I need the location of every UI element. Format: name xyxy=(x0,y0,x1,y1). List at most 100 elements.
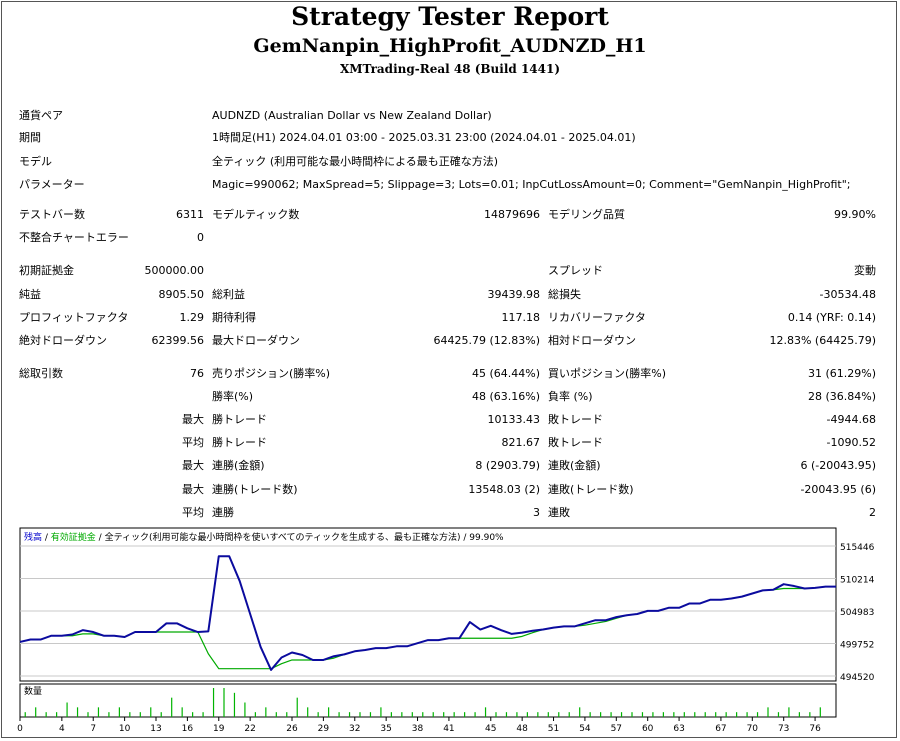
spread-label: スプレッド xyxy=(548,264,603,277)
consecutive-wins-amount-label: 連勝(金額) xyxy=(212,459,265,472)
profit-factor-label: プロフィットファクタ xyxy=(19,311,129,324)
symbol-label: 通貨ペア xyxy=(19,109,63,122)
x-tick-label: 19 xyxy=(213,724,225,734)
quality-label: モデリング品質 xyxy=(548,208,625,221)
long-positions-label: 買いポジション(勝率%) xyxy=(548,367,667,380)
x-tick-label: 0 xyxy=(17,724,23,734)
x-tick-label: 35 xyxy=(380,724,391,734)
x-tick-label: 32 xyxy=(349,724,360,734)
x-tick-label: 4 xyxy=(59,724,65,734)
average-consecutive-prefix: 平均 xyxy=(182,506,204,519)
x-tick-label: 10 xyxy=(119,724,131,734)
x-tick-label: 73 xyxy=(778,724,789,734)
x-tick-label: 60 xyxy=(642,724,654,734)
consecutive-wins-count-label: 連勝(トレード数) xyxy=(212,483,298,496)
svg-text:残高 / 有効証拠金 / 全ティック(利用可能な最小時間枠を: 残高 / 有効証拠金 / 全ティック(利用可能な最小時間枠を使いすべてのティック… xyxy=(24,531,504,543)
server-build: XMTrading-Real 48 (Build 1441) xyxy=(339,62,561,76)
bars-label: テストバー数 xyxy=(19,208,85,221)
gross-profit-label: 総利益 xyxy=(212,288,245,301)
total-trades-value: 76 xyxy=(190,367,204,380)
series-lines xyxy=(19,555,836,671)
y-tick-label: 504983 xyxy=(840,608,874,618)
x-tick-label: 26 xyxy=(286,724,298,734)
expected-payoff-label: 期待利得 xyxy=(212,311,256,324)
largest-win-value: 10133.43 xyxy=(487,413,541,426)
relative-drawdown-value: 12.83% (64425.79) xyxy=(769,334,876,347)
y-tick-label: 510214 xyxy=(840,576,875,586)
largest-win-label: 勝トレード xyxy=(212,413,267,426)
legend-sep-3: / xyxy=(461,533,470,543)
largest-loss-label: 敗トレード xyxy=(548,413,603,426)
x-tick-label: 13 xyxy=(150,724,161,734)
deposit-label: 初期証拠金 xyxy=(19,264,74,277)
grid-lines xyxy=(20,545,836,677)
short-positions-value: 45 (64.44%) xyxy=(471,367,540,380)
average-win-label: 勝トレード xyxy=(212,436,267,449)
consecutive-wins-count-value: 13548.03 (2) xyxy=(468,483,540,496)
average-win-value: 821.67 xyxy=(501,436,541,449)
average-loss-label: 敗トレード xyxy=(548,436,603,449)
balance-line xyxy=(19,555,836,671)
profit-trades-value: 48 (63.16%) xyxy=(471,390,540,403)
period-label: 期間 xyxy=(19,131,41,144)
ticks-label: モデルティック数 xyxy=(212,208,300,221)
largest-loss-value: -4944.68 xyxy=(826,413,876,426)
parameters-label: パラメーター xyxy=(19,178,85,191)
volume-label: 数量 xyxy=(24,685,42,697)
max-consecutive-prefix: 最大 xyxy=(182,459,204,472)
relative-drawdown-label: 相対ドローダウン xyxy=(548,334,636,347)
ticks-value: 14879696 xyxy=(484,208,540,221)
legend-model: 全ティック(利用可能な最小時間枠を使いすべてのティックを生成する、最も正確な方法… xyxy=(105,531,461,543)
absolute-drawdown-value: 62399.56 xyxy=(151,334,205,347)
legend-sep-1: / xyxy=(42,533,51,543)
y-tick-label: 499752 xyxy=(840,640,874,650)
x-tick-labels: 0 4 7 10 13 16 19 22 26 29 32 35 38 41 45 48 51 54 57 60 63 6… xyxy=(17,717,821,734)
x-tick-label: 22 xyxy=(244,724,255,734)
x-tick-label: 51 xyxy=(548,724,559,734)
recovery-factor-value: 0.14 (YRF: 0.14) xyxy=(787,311,876,324)
parameters-value: Magic=990062; MaxSpread=5; Slippage=3; L… xyxy=(212,178,851,191)
report-title: Strategy Tester Report xyxy=(291,2,609,31)
absolute-drawdown-label: 絶対ドローダウン xyxy=(19,334,107,347)
x-tick-label: 7 xyxy=(90,724,96,734)
x-tick-label: 70 xyxy=(747,724,759,734)
net-profit-value: 8905.50 xyxy=(158,288,205,301)
average-loss-value: -1090.52 xyxy=(826,436,876,449)
average-consecutive-wins-value: 3 xyxy=(533,506,540,519)
average-consecutive-losses-value: 2 xyxy=(869,506,876,519)
recovery-factor-label: リカバリーファクタ xyxy=(548,311,646,324)
legend-sep-2: / xyxy=(96,533,105,543)
x-tick-label: 76 xyxy=(809,724,821,734)
x-tick-label: 38 xyxy=(412,724,424,734)
gross-loss-label: 総損失 xyxy=(548,288,581,301)
largest-prefix: 最大 xyxy=(182,413,204,426)
consecutive-losses-amount-value: 6 (-20043.95) xyxy=(800,459,876,472)
consecutive-losses-count-value: -20043.95 (6) xyxy=(800,483,876,496)
net-profit-label: 純益 xyxy=(19,288,41,301)
average-consecutive-wins-label: 連勝 xyxy=(212,506,234,519)
deposit-value: 500000.00 xyxy=(144,264,205,277)
average-consecutive-losses-label: 連敗 xyxy=(548,506,570,519)
y-tick-label: 515446 xyxy=(840,543,875,553)
profit-trades-label: 勝率(%) xyxy=(212,390,254,403)
consecutive-losses-count-label: 連敗(トレード数) xyxy=(548,483,634,496)
model-label: モデル xyxy=(19,155,52,168)
total-trades-label: 総取引数 xyxy=(19,367,63,380)
mismatch-value: 0 xyxy=(197,231,204,244)
x-tick-label: 48 xyxy=(516,724,528,734)
main-plot-area xyxy=(19,527,837,682)
x-tick-label: 29 xyxy=(318,724,330,734)
gross-loss-value: -30534.48 xyxy=(819,288,876,301)
loss-trades-label: 負率 (%) xyxy=(548,390,593,403)
legend-balance: 残高 xyxy=(24,531,42,543)
x-tick-label: 63 xyxy=(673,724,684,734)
profit-factor-value: 1.29 xyxy=(179,311,205,324)
quality-value: 99.90% xyxy=(834,208,876,221)
legend-equity: 有効証拠金 xyxy=(51,531,96,543)
expected-payoff-value: 117.18 xyxy=(501,311,541,324)
y-tick-label: 494520 xyxy=(840,673,875,683)
volume-plot-area xyxy=(19,683,837,718)
maximal-drawdown-label: 最大ドローダウン xyxy=(212,334,300,347)
long-positions-value: 31 (61.29%) xyxy=(807,367,876,380)
